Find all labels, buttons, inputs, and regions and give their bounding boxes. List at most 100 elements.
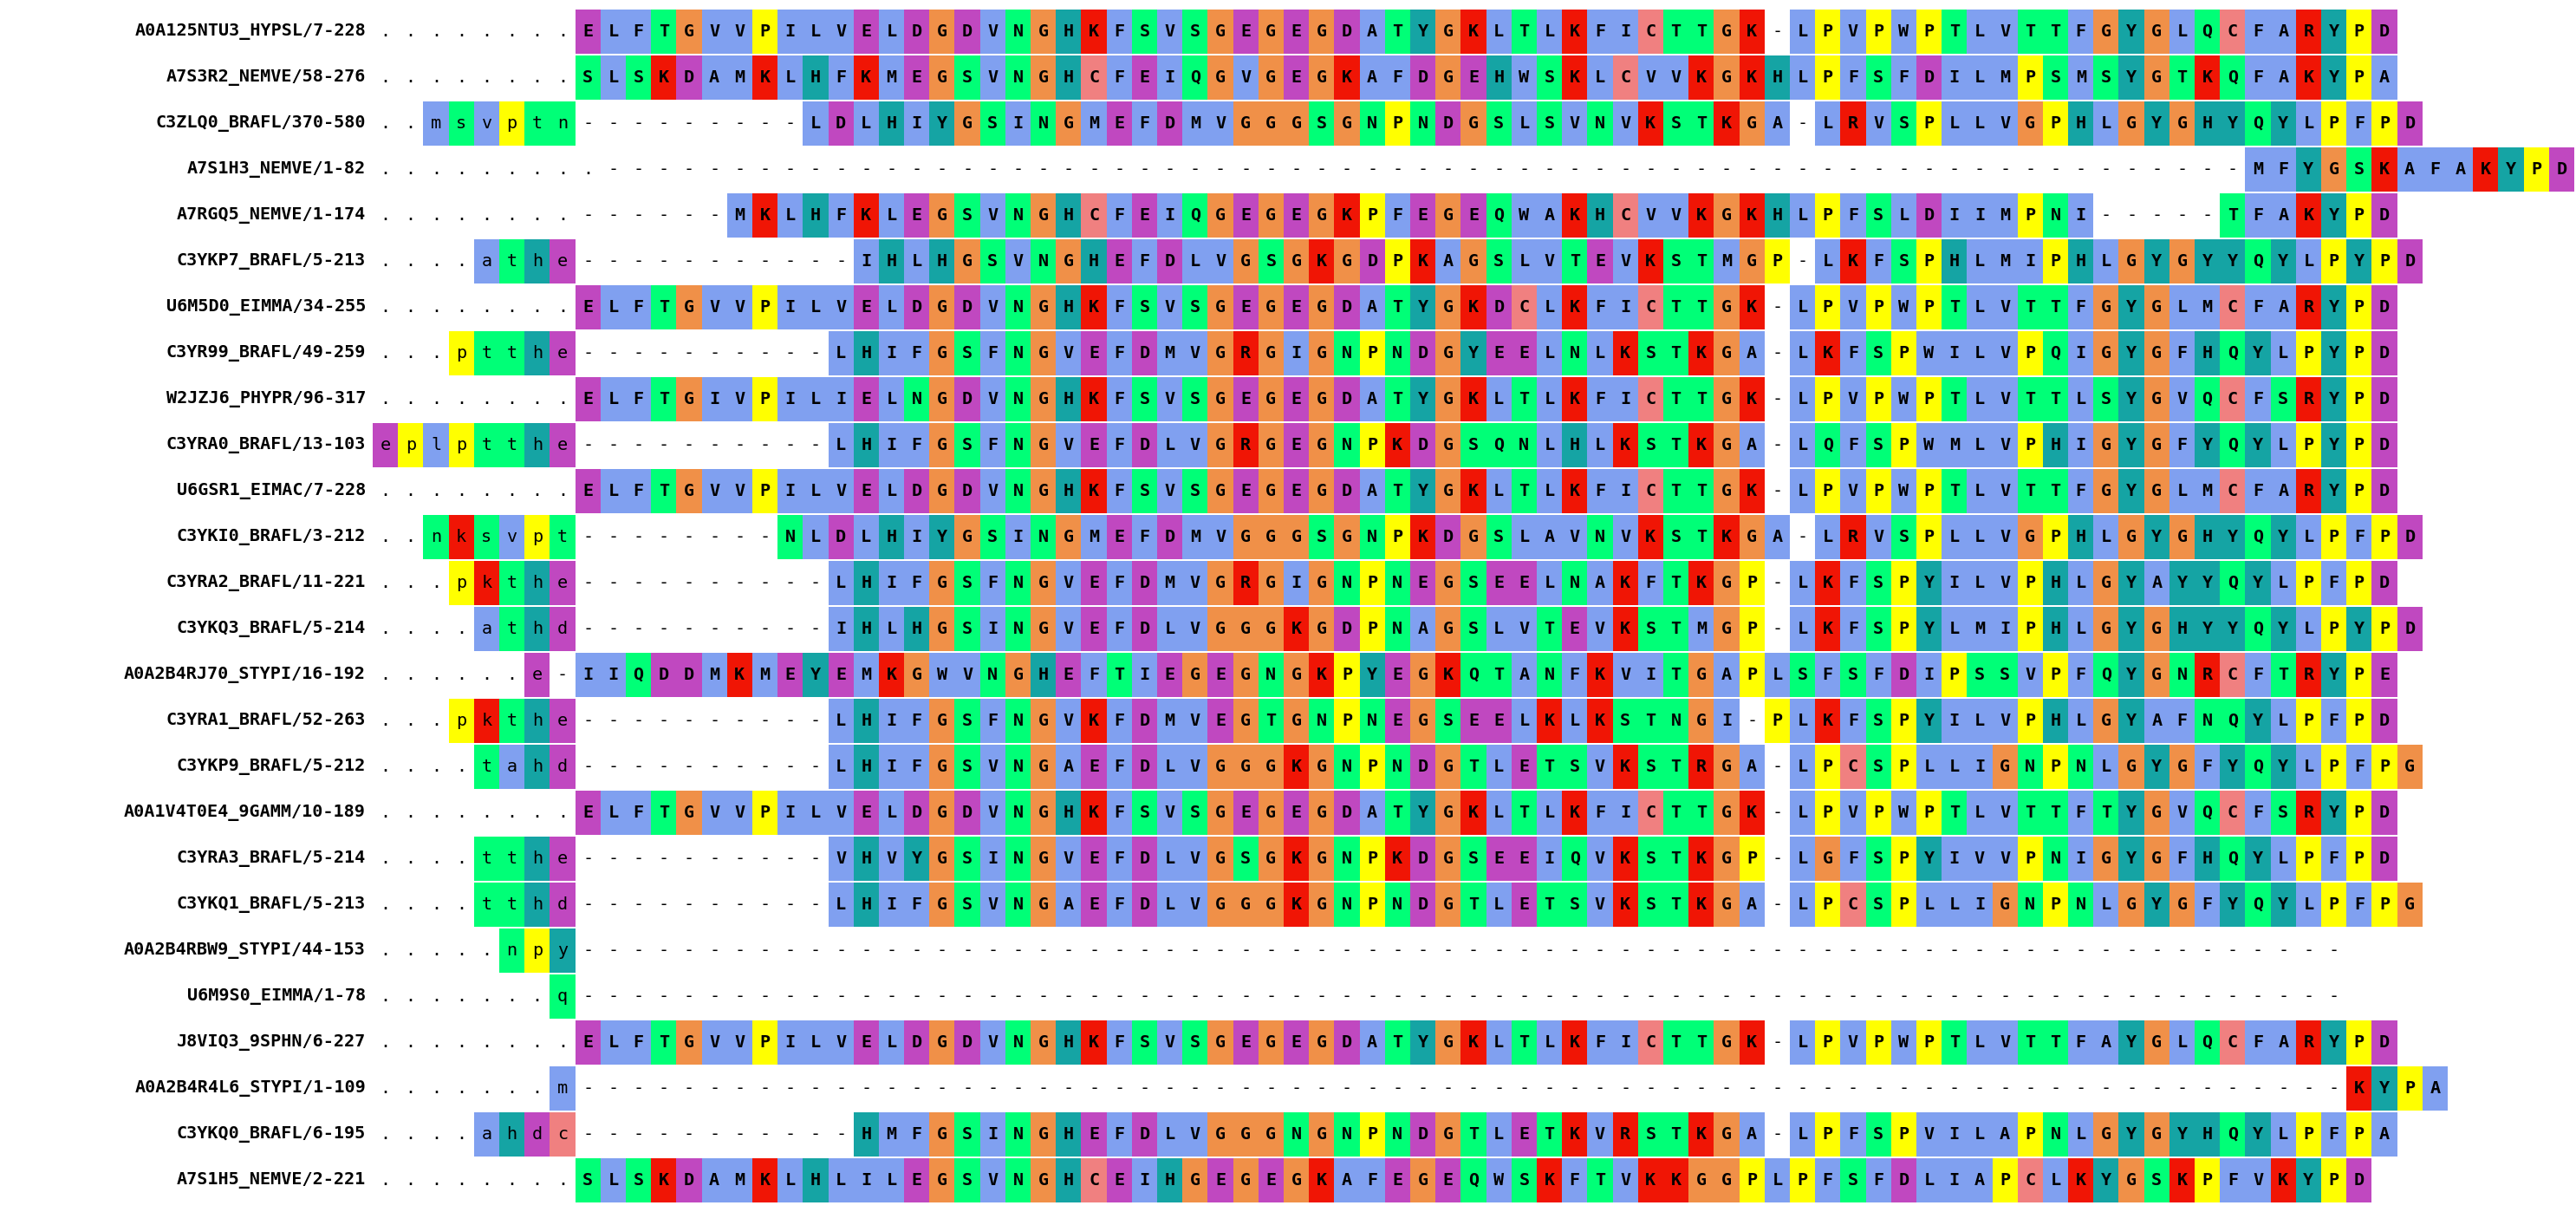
Text: N: N [1342,438,1352,453]
Bar [956,285,979,330]
Bar [1182,423,1208,468]
Bar [1056,102,1082,145]
Bar [1360,699,1386,743]
Text: -: - [708,988,719,1005]
Text: C3YKI0_BRAFL/3-212: C3YKI0_BRAFL/3-212 [178,528,366,545]
Text: G: G [1721,299,1731,315]
Text: m: m [430,115,440,132]
Bar [1561,10,1587,53]
Text: T: T [1950,23,1960,40]
Text: -: - [582,851,592,867]
Bar [930,515,956,559]
Text: -: - [1443,943,1453,959]
Text: -: - [2125,161,2136,178]
Bar [500,607,526,651]
Text: M: M [734,1172,744,1189]
Bar [1865,790,1891,835]
Bar [1360,882,1386,927]
Text: L: L [1164,759,1175,774]
Text: D: D [1139,438,1149,453]
Text: -: - [811,1126,822,1143]
Text: -: - [634,528,644,545]
Bar [1891,10,1917,53]
Bar [2221,836,2246,881]
Bar [1309,102,1334,145]
Text: -: - [1012,988,1023,1005]
Text: L: L [1543,438,1556,453]
Text: S: S [961,851,974,867]
Text: A: A [1543,528,1556,545]
Text: G: G [1216,299,1226,315]
Bar [1917,194,1942,238]
Text: -: - [2125,207,2136,224]
Text: D: D [912,482,922,499]
Text: h: h [531,345,544,361]
Text: L: L [1798,69,1808,86]
Text: W: W [1899,1034,1909,1051]
Bar [2295,102,2321,145]
Bar [1309,1113,1334,1156]
Bar [1260,469,1283,513]
Text: G: G [1265,621,1275,638]
Bar [956,699,979,743]
Bar [1561,377,1587,422]
Text: S: S [1873,621,1883,638]
Text: L: L [1950,528,1960,545]
Bar [1816,331,1839,376]
Text: V: V [1190,345,1200,361]
Text: G: G [938,851,948,867]
Bar [2094,561,2120,605]
Text: -: - [734,1080,744,1097]
Text: N: N [1012,713,1023,730]
Bar [1561,1113,1587,1156]
Bar [500,882,526,927]
Bar [1334,56,1360,99]
Text: L: L [811,299,822,315]
Bar [1891,1113,1917,1156]
Text: L: L [835,759,845,774]
Text: G: G [1265,805,1275,821]
Text: F: F [912,759,922,774]
Text: D: D [1924,69,1935,86]
Bar [2347,148,2372,191]
Text: R: R [2303,23,2313,40]
Bar [2143,102,2169,145]
Bar [1334,469,1360,513]
Text: H: H [1090,253,1100,269]
Text: -: - [708,621,719,638]
Text: .: . [404,299,415,315]
Text: K: K [1090,713,1100,730]
Bar [930,561,956,605]
Text: S: S [1190,805,1200,821]
Bar [2372,561,2398,605]
Bar [1409,607,1435,651]
Text: H: H [1950,253,1960,269]
Bar [1561,194,1587,238]
Text: W: W [1899,391,1909,407]
Bar [2017,561,2043,605]
Bar [1839,331,1865,376]
Text: -: - [811,713,822,730]
Bar [1690,10,1713,53]
Text: T: T [1672,805,1682,821]
Text: M: M [2076,69,2087,86]
Bar [2269,515,2295,559]
Text: C: C [2228,391,2239,407]
Bar [956,1113,979,1156]
Bar [1461,561,1486,605]
Text: M: M [2251,161,2264,178]
Bar [2398,148,2421,191]
Bar [1486,102,1512,145]
Bar [2043,561,2069,605]
Bar [1157,285,1182,330]
Bar [2221,882,2246,927]
Text: S: S [1646,1126,1656,1143]
Text: F: F [1113,438,1126,453]
Text: G: G [1721,345,1731,361]
Text: G: G [1721,621,1731,638]
Bar [1334,1021,1360,1064]
Bar [2221,1159,2246,1202]
Text: -: - [683,345,696,361]
Bar [1182,239,1208,284]
Bar [1664,285,1690,330]
